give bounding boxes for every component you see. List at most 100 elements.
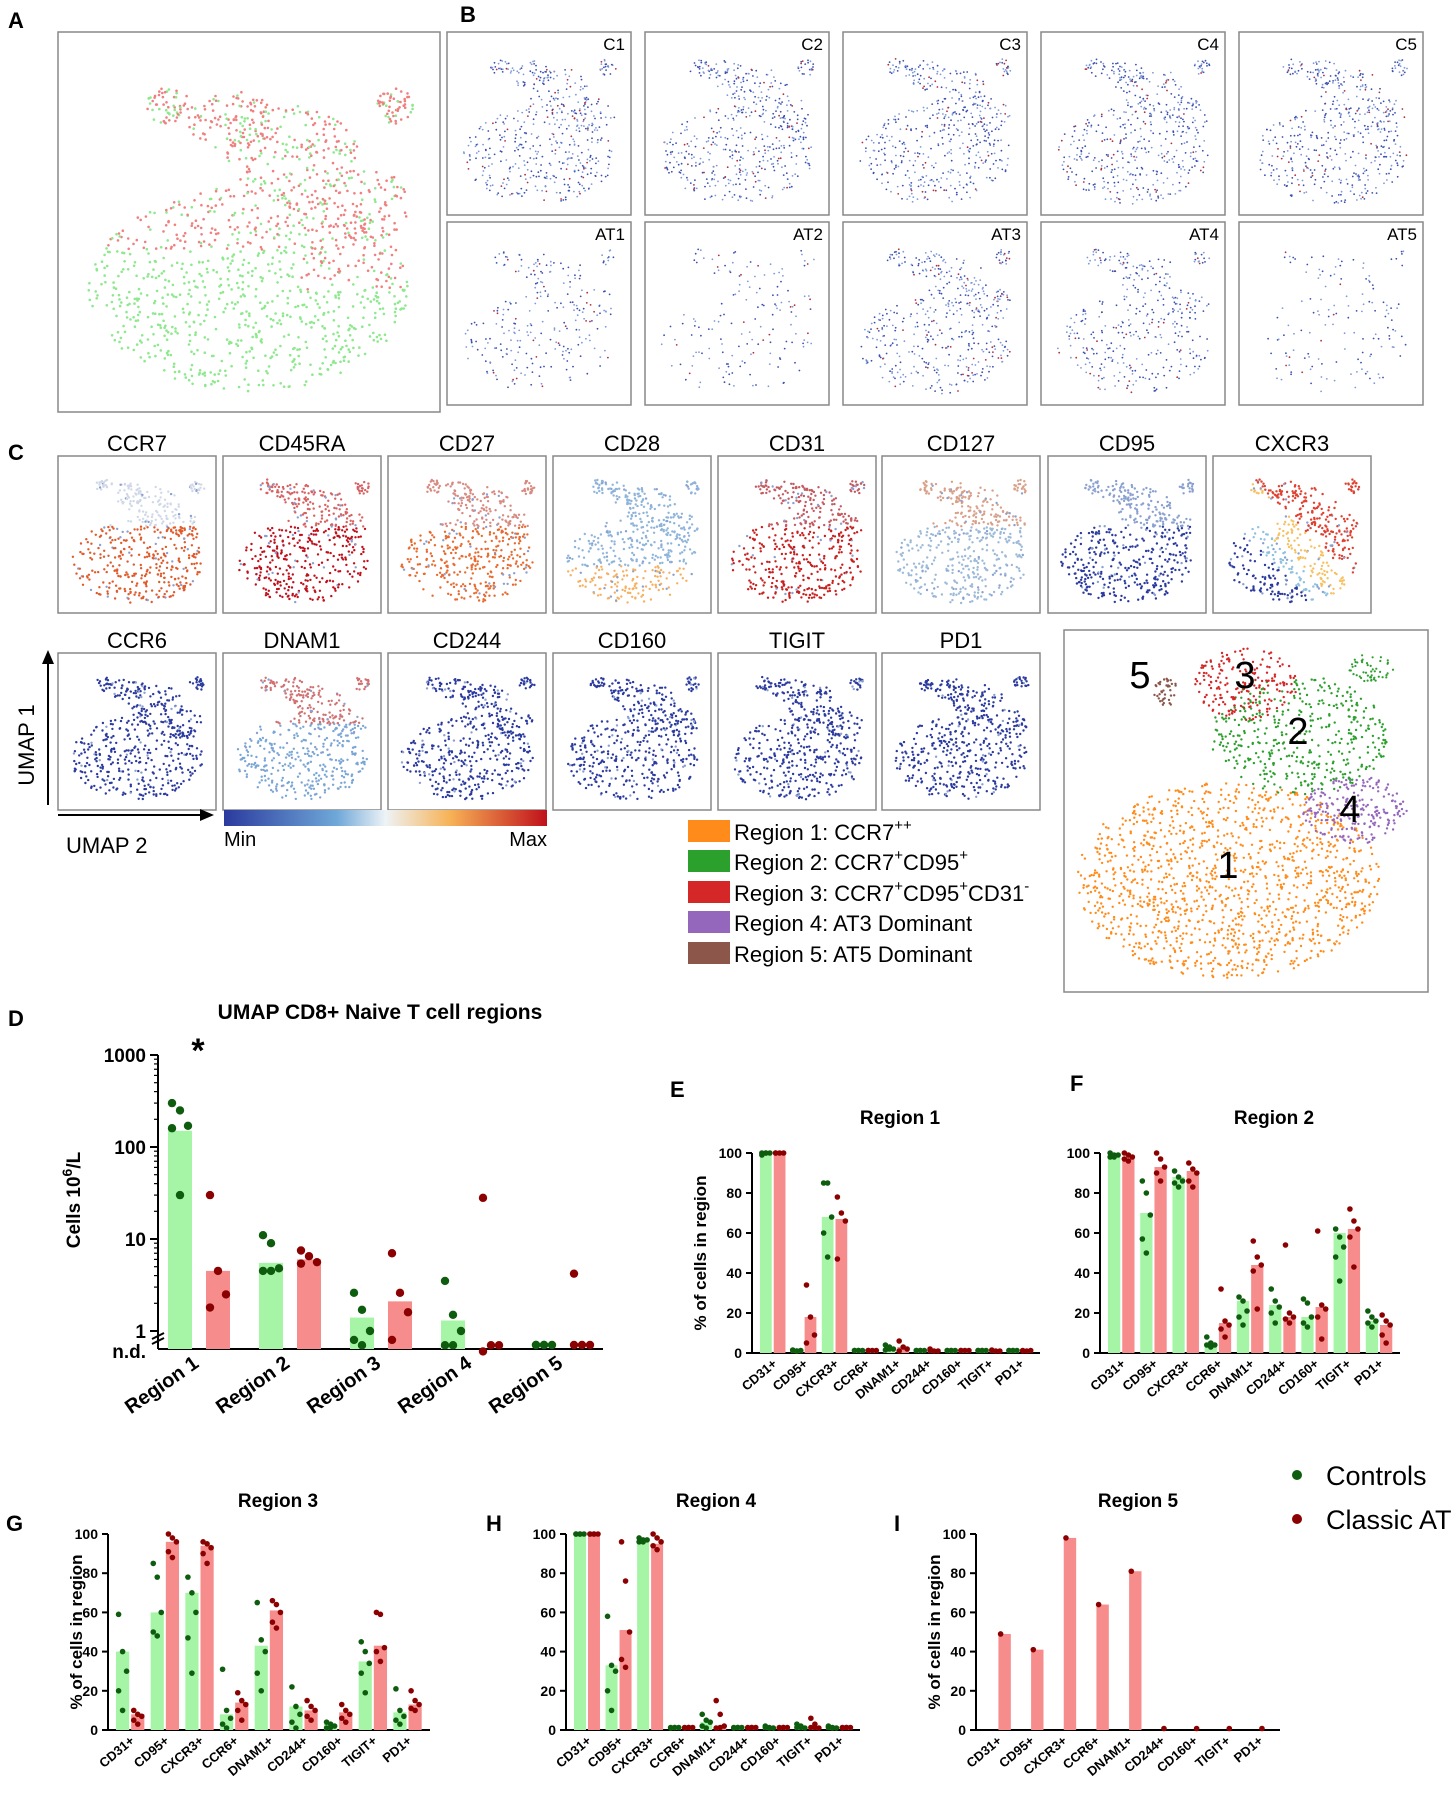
chart-f-point xyxy=(1254,1306,1261,1312)
chart-g-point xyxy=(304,1697,310,1704)
chart-h-point xyxy=(675,1724,682,1731)
chart-f-point xyxy=(1318,1302,1325,1308)
chart-h-point xyxy=(591,1531,597,1537)
chart-f-point xyxy=(1175,1174,1182,1180)
chart-g-point xyxy=(397,1721,403,1727)
panel-a-umap xyxy=(57,31,441,413)
chart-f-point xyxy=(1190,1166,1196,1172)
chart-e-point xyxy=(917,1347,924,1354)
chart-d-bar-classic xyxy=(297,1259,321,1349)
chart-g-bar-controls xyxy=(254,1645,268,1730)
chart-f-bar-classic xyxy=(1315,1307,1328,1353)
chart-f-point xyxy=(1143,1250,1150,1256)
chart-e-point xyxy=(793,1348,800,1354)
chart-g-point xyxy=(397,1707,403,1714)
panel-c-markers: CCR7 CD45RA CD27 CD28 CD31 CD127 CD95 CXCR3 CCR6… xyxy=(57,431,1372,811)
chart-e-bar-classic xyxy=(804,1317,817,1353)
chart-h-point xyxy=(636,1539,642,1545)
chart-g-point xyxy=(277,1609,284,1616)
chart-f-point xyxy=(1157,1178,1164,1184)
chart-h-point xyxy=(794,1724,800,1731)
chart-h-point xyxy=(752,1724,759,1731)
chart-f-point xyxy=(1340,1244,1347,1250)
chart-d-point xyxy=(266,1239,276,1248)
panel-label-c: C xyxy=(8,440,24,465)
chart-g-point xyxy=(327,1724,334,1731)
chart-e-point xyxy=(886,1346,893,1352)
chart-g-point xyxy=(223,1725,230,1731)
chart-g-point xyxy=(150,1629,157,1635)
chart-e-bar-controls xyxy=(821,1217,834,1353)
marker-plot-cd160 xyxy=(552,652,712,811)
chart-g-point xyxy=(308,1703,314,1710)
chart-g: Region 3 0 20 40 60 80 100 % of cells in region… xyxy=(67,1491,430,1779)
chart-g-point xyxy=(130,1707,137,1714)
chart-e-point xyxy=(824,1180,831,1186)
chart-f-point xyxy=(1383,1340,1389,1346)
chart-g-point xyxy=(338,1701,345,1708)
chart-i-point xyxy=(1063,1535,1069,1541)
panel-label-f: F xyxy=(1070,1071,1083,1096)
chart-d-title: UMAP CD8+ Naive T cell regions xyxy=(218,1001,543,1024)
marker-plot-ccr6 xyxy=(57,652,217,811)
chart-f-bar-classic xyxy=(1154,1167,1167,1353)
chart-e-ytick: 40 xyxy=(726,1265,742,1281)
chart-h-point xyxy=(798,1724,804,1731)
chart-f-point xyxy=(1254,1254,1261,1260)
chart-f-point xyxy=(1147,1212,1154,1218)
chart-e-ytick: 20 xyxy=(726,1305,742,1321)
chart-d-point xyxy=(304,1252,314,1261)
chart-d-point xyxy=(357,1305,367,1314)
chart-h-point xyxy=(658,1539,664,1545)
marker-label-cd45ra: CD45RA xyxy=(259,431,346,456)
chart-g-point xyxy=(150,1560,157,1567)
chart-f-point xyxy=(1304,1324,1311,1330)
chart-i-point xyxy=(1030,1646,1037,1653)
chart-h-point xyxy=(699,1711,706,1718)
chart-f-ytick: 40 xyxy=(1074,1265,1090,1281)
chart-g-point xyxy=(238,1717,245,1723)
legend-controls-dot xyxy=(1292,1470,1302,1480)
chart-e-point xyxy=(828,1214,835,1220)
chart-i-point xyxy=(997,1631,1004,1637)
chart-e-ytick: 100 xyxy=(719,1145,743,1161)
marker-label-cd127: CD127 xyxy=(927,431,995,456)
chart-f-point xyxy=(1186,1178,1192,1184)
chart-h-xtick: PD1+ xyxy=(812,1733,847,1766)
chart-d-point xyxy=(531,1340,541,1350)
legend-region2: Region 2: CCR7+CD95+ xyxy=(734,847,968,875)
chart-f-point xyxy=(1369,1314,1375,1320)
chart-d-point xyxy=(585,1340,595,1350)
chart-e-point xyxy=(869,1347,876,1354)
chart-h-point xyxy=(608,1662,615,1669)
chart-g-point xyxy=(393,1717,399,1723)
chart-f-point xyxy=(1226,1322,1232,1328)
chart-g-point xyxy=(362,1689,369,1696)
chart-e-point xyxy=(820,1230,827,1236)
legend-classic-label: Classic AT xyxy=(1326,1505,1452,1535)
chart-h-point xyxy=(681,1724,688,1731)
chart-d-point xyxy=(539,1340,549,1350)
marker-plot-cd127 xyxy=(881,455,1041,614)
chart-f-point xyxy=(1190,1184,1196,1190)
chart-i-xtick: PD1+ xyxy=(1231,1733,1266,1766)
chart-h-point xyxy=(713,1697,720,1704)
chart-f-bar-classic xyxy=(1380,1325,1393,1353)
marker-plot-cd45ra xyxy=(222,455,382,614)
chart-g-bar-controls xyxy=(150,1612,164,1730)
chart-i-ytick: 100 xyxy=(943,1526,967,1542)
chart-i-bar-classic xyxy=(1129,1571,1142,1730)
chart-d-point xyxy=(205,1303,215,1312)
marker-label-cd95: CD95 xyxy=(1099,431,1155,456)
chart-e-point xyxy=(948,1347,955,1354)
chart-d-point xyxy=(569,1340,579,1350)
chart-i-bar-classic xyxy=(1096,1604,1109,1730)
marker-label-cd28: CD28 xyxy=(604,431,660,456)
chart-d-point xyxy=(478,1347,488,1356)
chart-f-bar-classic xyxy=(1347,1229,1361,1353)
chart-i-point xyxy=(1161,1725,1167,1732)
chart-e-point xyxy=(952,1347,959,1354)
chart-f-point xyxy=(1355,1226,1361,1232)
chart-e-point xyxy=(767,1150,773,1156)
panel-b-label-at5: AT5 xyxy=(1387,225,1417,244)
